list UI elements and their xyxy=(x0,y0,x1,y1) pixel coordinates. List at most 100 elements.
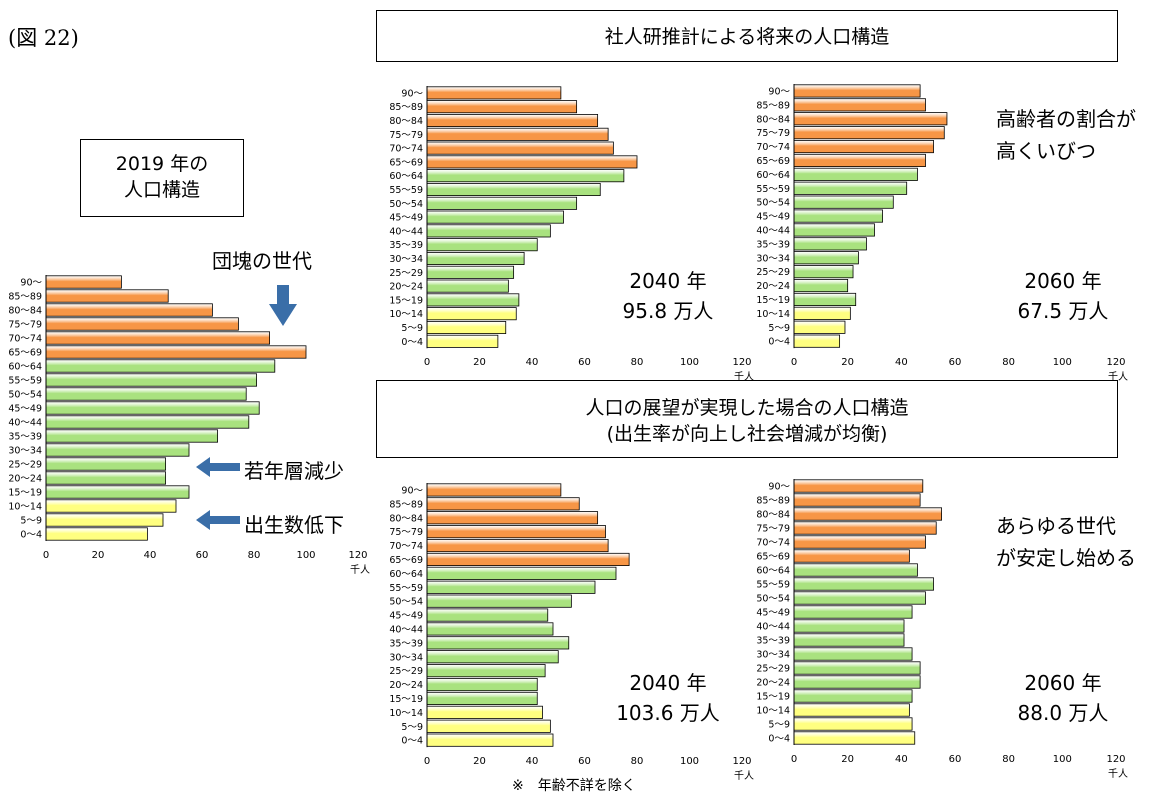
bar-75～79 xyxy=(793,126,945,140)
age-tick-label: 5～9 xyxy=(401,323,423,334)
bar-85～89 xyxy=(45,289,169,303)
age-tick-label: 80～84 xyxy=(389,116,423,127)
x-tick-label: 40 xyxy=(144,550,157,561)
age-tick-label: 75～79 xyxy=(389,527,423,538)
x-tick-label: 60 xyxy=(578,756,591,767)
bar-55～59 xyxy=(45,373,258,387)
current-structure-title-line2: 人口構造 xyxy=(123,179,200,201)
vision-2060-total: 2060 年 88.0 万人 xyxy=(998,668,1128,728)
age-tick-label: 55～59 xyxy=(389,583,423,594)
bar-30～34 xyxy=(793,647,913,661)
age-tick-label: 5～9 xyxy=(20,516,42,527)
age-tick-label: 80～84 xyxy=(389,513,423,524)
age-tick-label: 10～14 xyxy=(756,309,790,320)
bar-15～19 xyxy=(793,689,913,703)
x-tick-label: 120 xyxy=(348,550,367,561)
age-tick-label: 15～19 xyxy=(8,488,42,499)
age-tick-label: 65～69 xyxy=(756,552,790,563)
age-tick-label: 75～79 xyxy=(8,320,42,331)
elderly-ratio-note-line2: 高くいびつ xyxy=(996,139,1096,163)
bar-0～4 xyxy=(793,731,916,745)
bar-5～9 xyxy=(793,320,846,334)
bar-60～64 xyxy=(793,563,918,577)
age-tick-label: 30～34 xyxy=(8,446,42,457)
age-tick-label: 25～29 xyxy=(8,460,42,471)
bar-20～24 xyxy=(426,279,509,293)
age-tick-label: 55～59 xyxy=(756,184,790,195)
age-tick-label: 0～4 xyxy=(20,530,42,541)
age-tick-label: 0～4 xyxy=(768,337,790,348)
bar-10～14 xyxy=(426,705,543,719)
x-unit-label: 千人 xyxy=(734,770,754,782)
x-unit-label: 千人 xyxy=(734,371,754,383)
bar-50～54 xyxy=(45,387,247,401)
bar-80～84 xyxy=(793,507,942,521)
x-tick-label: 60 xyxy=(196,550,209,561)
x-tick-label: 100 xyxy=(1053,357,1072,368)
bar-80～84 xyxy=(426,113,599,127)
population-pyramid-vision-2060: 90～ 85～89 80～84 75～79 70～74 65～69 60～64 55～59 50… xyxy=(756,479,1128,780)
ipss-2040-population: 95.8 万人 xyxy=(622,299,714,323)
bar-65～69 xyxy=(426,552,630,567)
age-tick-label: 85～89 xyxy=(756,496,790,507)
age-tick-label: 60～64 xyxy=(756,170,790,181)
age-tick-label: 80～84 xyxy=(756,510,790,521)
age-tick-label: 60～64 xyxy=(389,171,423,182)
births-decline-label: 出生数低下 xyxy=(244,513,344,537)
population-pyramid-vision-2040: 90～ 85～89 80～84 75～79 70～74 65～69 60～64 55～59 50… xyxy=(389,483,754,782)
age-tick-label: 70～74 xyxy=(756,538,790,549)
age-tick-label: 50～54 xyxy=(8,390,42,401)
x-tick-label: 100 xyxy=(1053,754,1072,765)
bar-25～29 xyxy=(793,265,854,279)
age-tick-label: 45～49 xyxy=(8,404,42,415)
bar-45～49 xyxy=(426,608,549,622)
age-tick-label: 90～ xyxy=(401,485,423,496)
age-tick-label: 15～19 xyxy=(389,295,423,306)
age-tick-label: 85～89 xyxy=(8,292,42,303)
x-tick-label: 80 xyxy=(248,550,261,561)
bar-50～54 xyxy=(793,195,894,209)
x-tick-label: 20 xyxy=(841,754,854,765)
age-tick-label: 40～44 xyxy=(756,622,790,633)
age-tick-label: 55～59 xyxy=(389,185,423,196)
age-tick-label: 5～9 xyxy=(768,720,790,731)
age-tick-label: 25～29 xyxy=(389,268,423,279)
vision-2040-total: 2040 年 103.6 万人 xyxy=(598,668,738,728)
bar-90～ xyxy=(426,483,562,497)
age-tick-label: 50～54 xyxy=(756,198,790,209)
age-tick-label: 90～ xyxy=(20,278,42,289)
bar-15～19 xyxy=(426,293,520,307)
bar-20～24 xyxy=(793,675,921,689)
bar-45～49 xyxy=(426,210,564,224)
age-tick-label: 70～74 xyxy=(8,334,42,345)
age-tick-label: 0～4 xyxy=(401,736,423,747)
age-tick-label: 10～14 xyxy=(389,708,423,719)
age-tick-label: 70～74 xyxy=(389,144,423,155)
age-tick-label: 20～24 xyxy=(756,281,790,292)
bar-35～39 xyxy=(45,429,219,443)
bar-55～59 xyxy=(426,183,601,197)
age-tick-label: 20～24 xyxy=(8,474,42,485)
bar-0～4 xyxy=(793,334,841,348)
age-tick-label: 0～4 xyxy=(401,337,423,348)
bar-75～79 xyxy=(426,525,606,539)
bar-30～34 xyxy=(426,650,559,664)
bar-10～14 xyxy=(426,307,517,321)
age-tick-label: 60～64 xyxy=(8,362,42,373)
bar-25～29 xyxy=(426,265,515,279)
bar-40～44 xyxy=(45,415,250,429)
age-tick-label: 35～39 xyxy=(8,432,42,443)
stable-note-line2: が安定し始める xyxy=(996,546,1136,570)
bar-70～74 xyxy=(426,539,609,553)
bar-20～24 xyxy=(45,471,166,485)
x-tick-label: 100 xyxy=(680,357,699,368)
x-tick-label: 100 xyxy=(296,550,315,561)
age-tick-label: 50～54 xyxy=(756,594,790,605)
age-tick-label: 85～89 xyxy=(389,102,423,113)
x-tick-label: 20 xyxy=(473,756,486,767)
age-tick-label: 45～49 xyxy=(389,213,423,224)
bar-5～9 xyxy=(45,513,164,527)
ipss-2040-year: 2040 年 xyxy=(629,269,707,293)
age-tick-label: 90～ xyxy=(401,88,423,99)
age-tick-label: 45～49 xyxy=(389,611,423,622)
